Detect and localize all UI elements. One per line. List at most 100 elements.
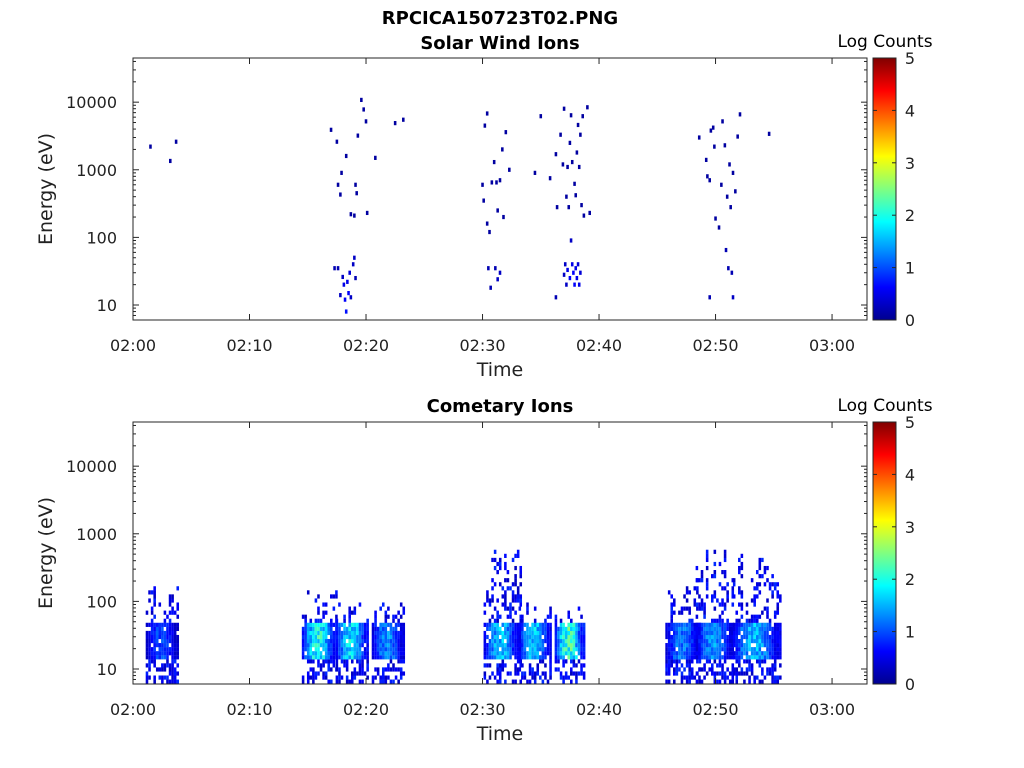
heatmap-cell [680, 679, 684, 684]
heatmap-cell [743, 622, 746, 627]
heatmap-cell [348, 626, 351, 632]
heatmap-cell [145, 651, 149, 656]
heatmap-cell [335, 647, 339, 652]
heatmap-cell [511, 590, 515, 595]
heatmap-cell [536, 643, 540, 648]
heatmap-cell [541, 626, 545, 632]
heatmap-cell [394, 647, 398, 652]
heatmap-cell [713, 590, 717, 595]
heatmap-cell [353, 606, 357, 611]
heatmap-cell [394, 655, 398, 660]
heatmap-cell [740, 561, 744, 567]
heatmap-cell [735, 626, 739, 632]
heatmap-cell [713, 655, 717, 660]
heatmap-cell [312, 679, 315, 684]
heatmap-cell [332, 630, 336, 636]
heatmap-cell [153, 630, 156, 636]
heatmap-cell [708, 634, 711, 640]
heatmap-cell [680, 675, 684, 680]
heatmap-cell [763, 606, 767, 611]
x-tick-label: 02:00 [110, 336, 156, 355]
heatmap-cell [678, 659, 681, 664]
heatmap-cell [153, 598, 156, 603]
heatmap-cell [340, 655, 344, 660]
heatmap-cell [376, 651, 380, 656]
heatmap-cell [317, 630, 320, 636]
heatmap-cell [738, 655, 741, 660]
heatmap-cell [713, 651, 717, 656]
heatmap-cell [685, 663, 689, 668]
heatmap-cell [678, 626, 681, 632]
heatmap-cell [498, 679, 502, 684]
heatmap-cell [163, 655, 167, 660]
heatmap-cell [150, 622, 154, 627]
heatmap-cell [493, 549, 497, 554]
heatmap-cell [523, 647, 527, 652]
heatmap-cell [163, 610, 167, 615]
x-tick-label: 02:50 [692, 336, 738, 355]
heatmap-cell [483, 622, 487, 627]
heatmap-cell [740, 602, 744, 607]
heatmap-cell [324, 634, 328, 640]
x-axis-label-solar-wind: Time [476, 359, 524, 381]
heatmap-cell [758, 590, 762, 595]
heatmap-cell [779, 663, 782, 668]
heatmap-cell [549, 651, 552, 656]
heatmap-cell [728, 638, 732, 644]
heatmap-cell [516, 634, 520, 640]
heatmap-cell [753, 602, 756, 607]
heatmap-cell [516, 598, 520, 603]
heatmap-cell [723, 634, 727, 640]
heatmap-cell [755, 675, 759, 680]
heatmap-cell [526, 655, 529, 660]
heatmap-cell [713, 675, 717, 680]
heatmap-cell [570, 643, 573, 648]
heatmap-cell [690, 622, 694, 627]
heatmap-cell [379, 622, 382, 627]
heatmap-cell [718, 655, 722, 660]
heatmap-cell [322, 655, 325, 660]
heatmap-cell [685, 622, 689, 627]
heatmap-cell [496, 638, 499, 644]
heatmap-cell [339, 293, 342, 298]
heatmap-cell [504, 647, 507, 652]
heatmap-cell [533, 655, 537, 660]
heatmap-cell [688, 679, 691, 684]
heatmap-cell [695, 626, 699, 632]
heatmap-cell [683, 675, 686, 680]
heatmap-cell [565, 194, 568, 199]
heatmap-cell [483, 655, 487, 660]
heatmap-cell [726, 590, 729, 595]
heatmap-cell [705, 578, 709, 583]
heatmap-cell [394, 675, 398, 680]
heatmap-cell [335, 638, 339, 644]
heatmap-cell [698, 626, 701, 632]
heatmap-cell [343, 614, 346, 619]
heatmap-cell [673, 634, 676, 640]
heatmap-cell [495, 180, 498, 185]
heatmap-cell [708, 178, 711, 183]
heatmap-cell [343, 663, 346, 668]
heatmap-cell [567, 643, 571, 648]
heatmap-cell [381, 626, 385, 632]
heatmap-cell [735, 630, 739, 636]
heatmap-cell [708, 655, 711, 660]
heatmap-cell [533, 643, 537, 648]
heatmap-cell [399, 675, 403, 680]
heatmap-cell [549, 606, 552, 611]
heatmap-cell [703, 606, 706, 611]
heatmap-cell [690, 630, 694, 636]
heatmap-cell [670, 606, 674, 611]
heatmap-cell [698, 651, 701, 656]
heatmap-cell [168, 594, 172, 599]
heatmap-cell [363, 647, 367, 652]
heatmap-cell [667, 643, 671, 648]
heatmap-cell [504, 651, 507, 656]
heatmap-cell [673, 610, 676, 615]
heatmap-cell [768, 655, 772, 660]
heatmap-cell [314, 638, 318, 644]
heatmap-cell [703, 667, 706, 672]
heatmap-cell [350, 634, 354, 640]
heatmap-cell [564, 630, 568, 636]
